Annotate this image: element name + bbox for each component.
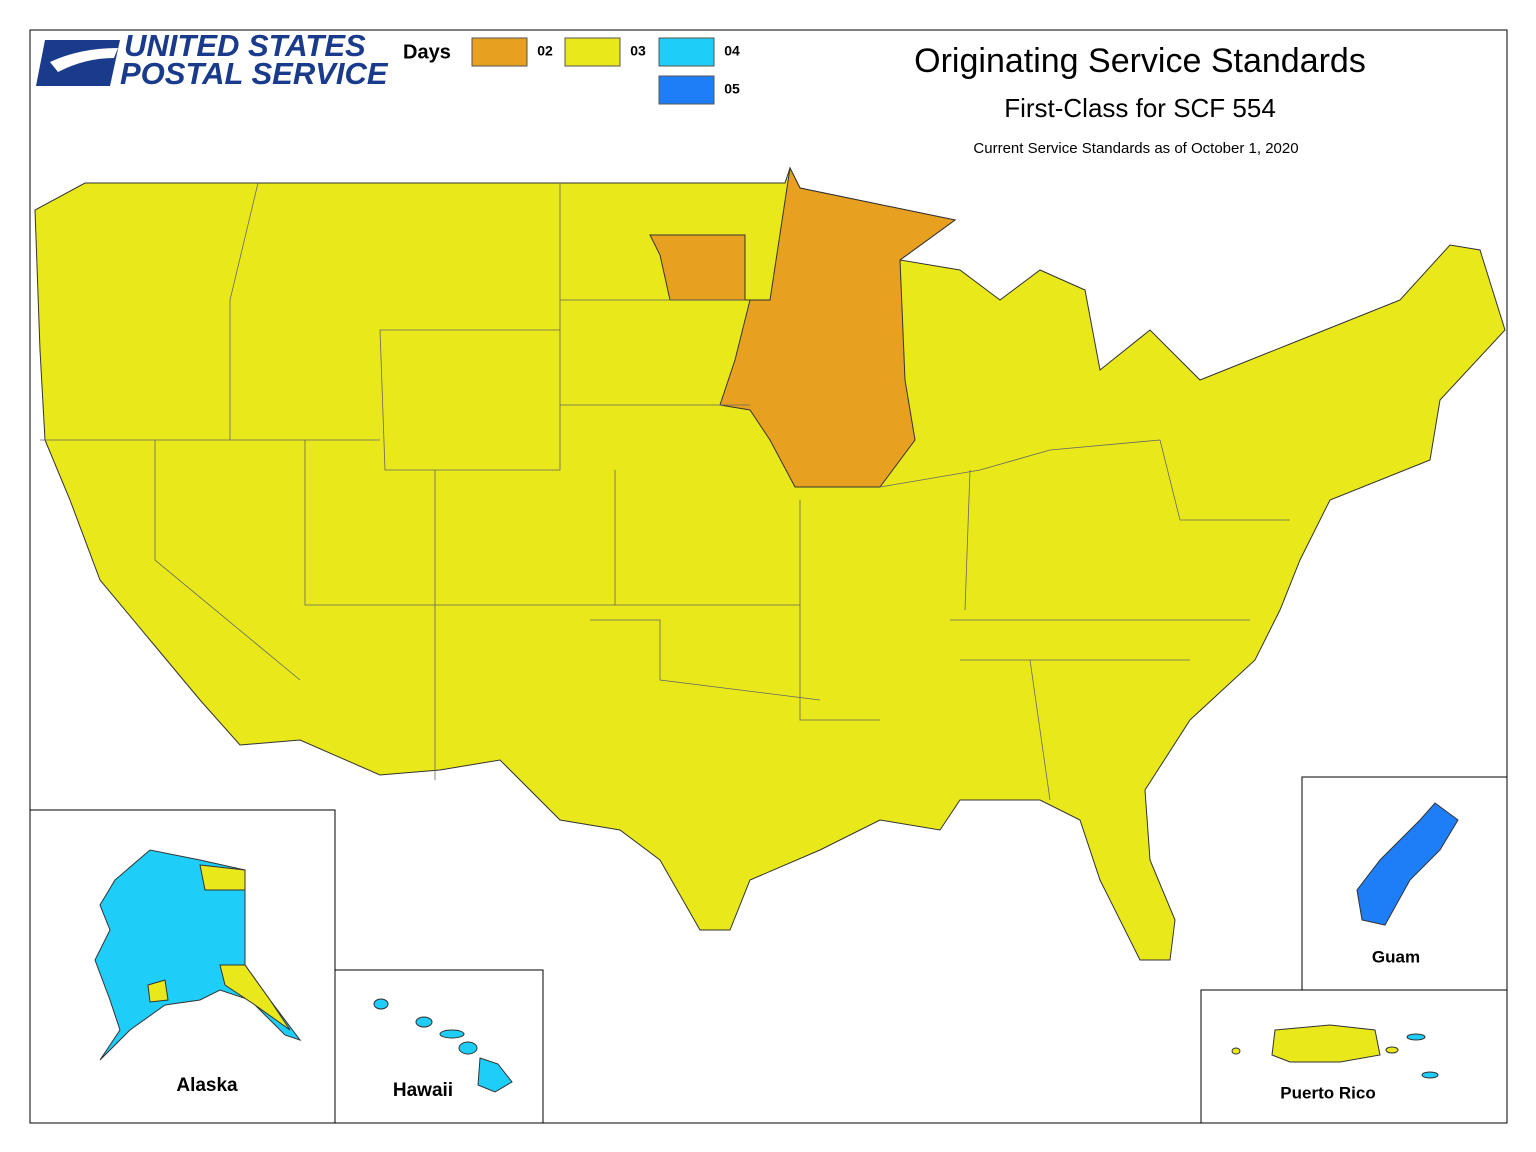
hawaii-label: Hawaii [393, 1080, 453, 1101]
island [1421, 1071, 1439, 1079]
island [1385, 1046, 1399, 1054]
logo-eagle [50, 48, 118, 72]
legend-label: 03 [630, 43, 646, 59]
island [439, 1029, 465, 1039]
region-two-day [649, 166, 957, 488]
puerto-rico-label: Puerto Rico [1280, 1083, 1375, 1102]
contiguous-us [34, 166, 1506, 961]
legend: Days 02 03 04 05 [403, 37, 740, 105]
guam-shape [1356, 802, 1459, 926]
legend-label: 04 [724, 43, 740, 59]
logo: UNITED STATES POSTAL SERVICE [36, 28, 389, 91]
island [458, 1041, 478, 1055]
title: Originating Service Standards [914, 42, 1366, 80]
puerto-rico-shape [1271, 1024, 1381, 1063]
legend-title: Days [403, 41, 451, 63]
legend-swatch [658, 75, 715, 105]
island [1231, 1047, 1241, 1055]
logo-line2: POSTAL SERVICE [120, 56, 389, 91]
alaska-label: Alaska [176, 1075, 238, 1096]
guam-label: Guam [1372, 947, 1420, 966]
island [373, 998, 389, 1010]
island [477, 1057, 513, 1093]
legend-label: 02 [537, 43, 553, 59]
state-borders [40, 182, 1290, 801]
logo-line1: UNITED STATES [124, 28, 366, 63]
legend-swatch [658, 37, 715, 67]
alaska-zone-b [219, 964, 291, 1031]
hawaii-inset [334, 969, 544, 1124]
legend-swatch [564, 37, 621, 67]
alaska-zone-a [199, 864, 246, 891]
hawaii-islands [373, 998, 513, 1093]
legend-swatch [471, 37, 528, 67]
legend-label: 05 [724, 81, 740, 97]
island [415, 1016, 433, 1028]
alaska-zone-c [147, 979, 169, 1003]
island [1406, 1033, 1426, 1041]
us-mainland [34, 166, 1506, 961]
note: Current Service Standards as of October … [973, 140, 1298, 157]
subtitle: First-Class for SCF 554 [1004, 93, 1276, 123]
